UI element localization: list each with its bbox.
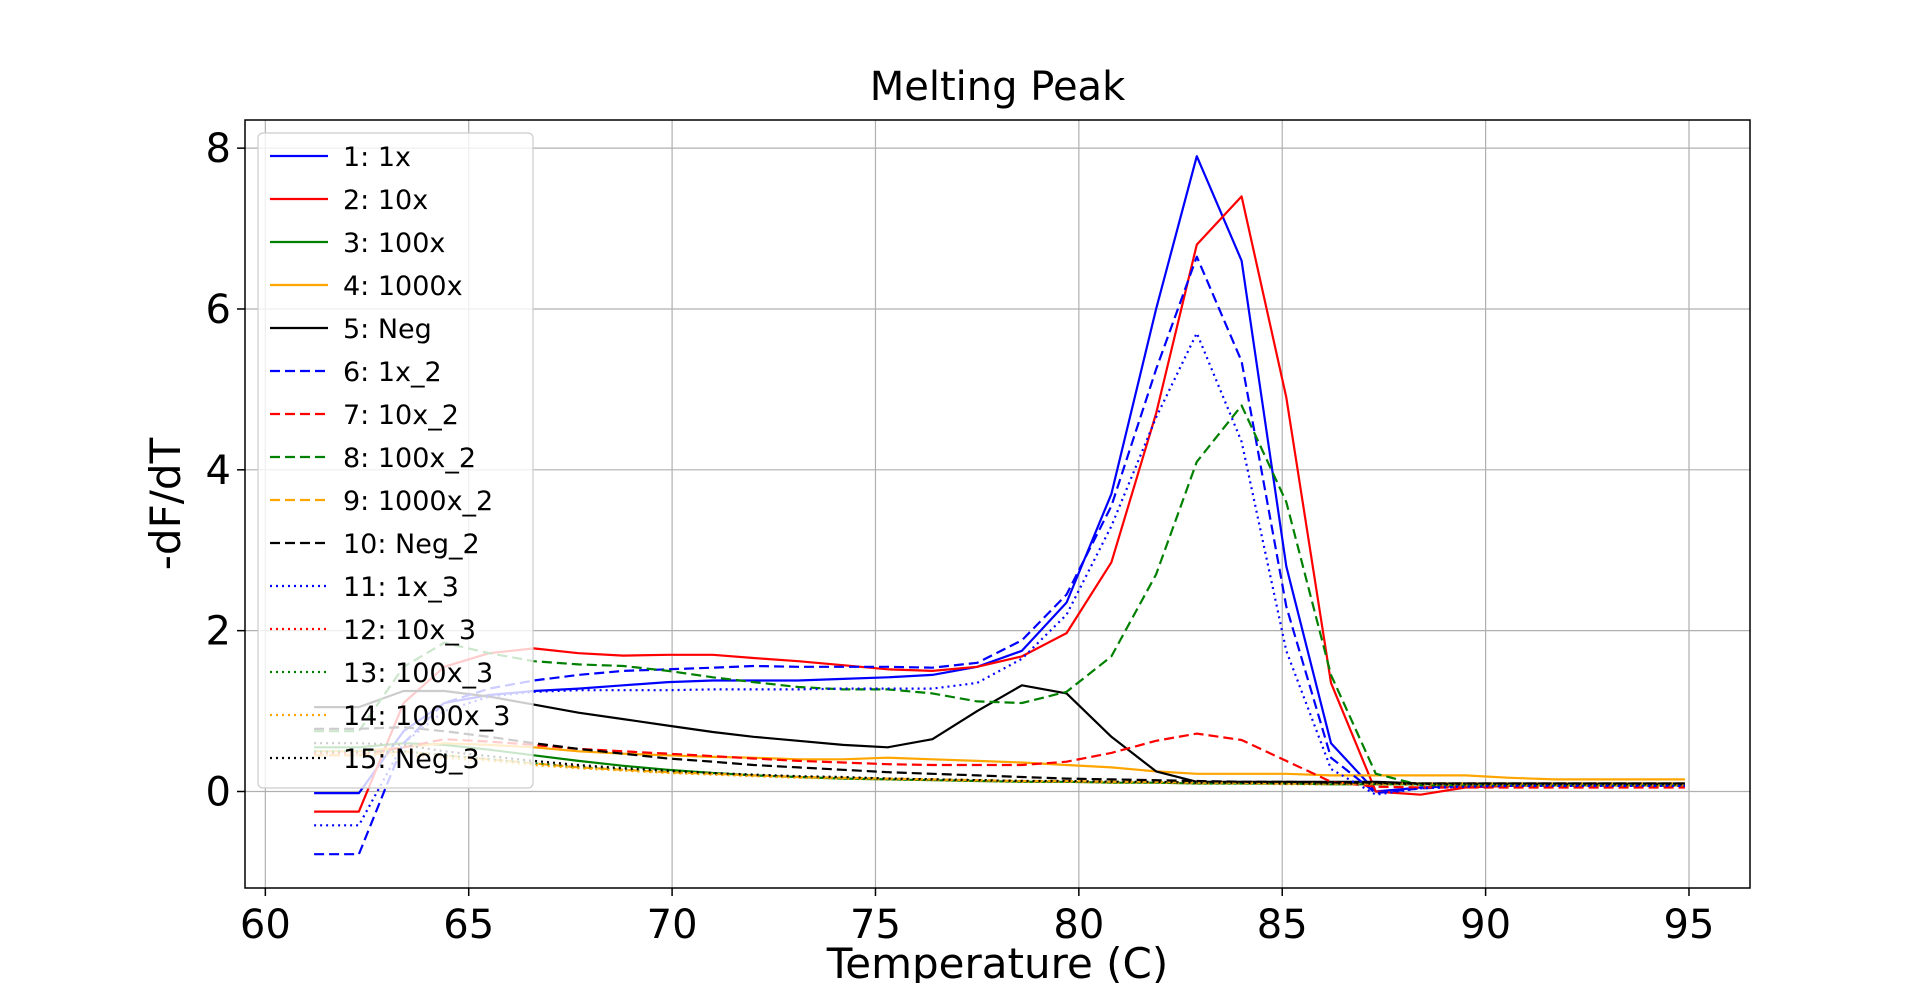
- legend-label: 4: 1000x: [343, 271, 463, 302]
- series-line-2: [314, 195, 1685, 813]
- y-tick-label: 6: [206, 287, 231, 333]
- chart-title: Melting Peak: [870, 64, 1126, 110]
- legend-label: 13: 100x_3: [343, 658, 493, 689]
- legend-label: 2: 10x: [343, 185, 428, 216]
- x-tick-label: 75: [850, 902, 901, 948]
- y-tick-label: 0: [206, 769, 231, 815]
- series-line-4: [314, 742, 1685, 781]
- legend-label: 15: Neg_3: [343, 744, 480, 775]
- series-line-10: [314, 726, 1685, 785]
- series-line-11: [314, 332, 1685, 827]
- legend-label: 1: 1x: [343, 142, 411, 173]
- legend: 1: 1x 2: 10x 3: 100x 4: 1000x 5: Neg 6: 1x_2 7…: [257, 132, 534, 789]
- legend-label: 14: 1000x_3: [343, 701, 510, 732]
- legend-label: 5: Neg: [343, 314, 432, 345]
- x-tick-label: 60: [240, 902, 291, 948]
- x-axis-title: Temperature (C): [826, 939, 1169, 983]
- legend-label: 8: 100x_2: [343, 443, 476, 474]
- x-tick-label: 90: [1460, 902, 1511, 948]
- axis-ticks: 60 65 70 75 80 85 90 95 0 2 4 6 8: [206, 126, 1715, 948]
- x-tick-label: 85: [1257, 902, 1308, 948]
- x-tick-label: 80: [1053, 902, 1104, 948]
- legend-box: [257, 132, 534, 789]
- legend-label: 7: 10x_2: [343, 400, 459, 431]
- legend-label: 9: 1000x_2: [343, 486, 493, 517]
- legend-label: 6: 1x_2: [343, 357, 442, 388]
- legend-label: 11: 1x_3: [343, 572, 459, 603]
- x-tick-label: 65: [443, 902, 494, 948]
- series-line-15: [314, 742, 1685, 786]
- legend-label: 3: 100x: [343, 228, 445, 259]
- series-lines: [314, 155, 1685, 856]
- y-tick-label: 4: [206, 448, 231, 494]
- y-tick-label: 8: [206, 126, 231, 172]
- y-axis-title: -dF/dT: [141, 437, 190, 570]
- legend-label: 10: Neg_2: [343, 529, 480, 560]
- y-tick-label: 2: [206, 609, 231, 655]
- x-tick-label: 70: [647, 902, 698, 948]
- plot-area-frame: [244, 119, 1751, 889]
- x-tick-label: 95: [1664, 902, 1715, 948]
- legend-label: 12: 10x_3: [343, 615, 476, 646]
